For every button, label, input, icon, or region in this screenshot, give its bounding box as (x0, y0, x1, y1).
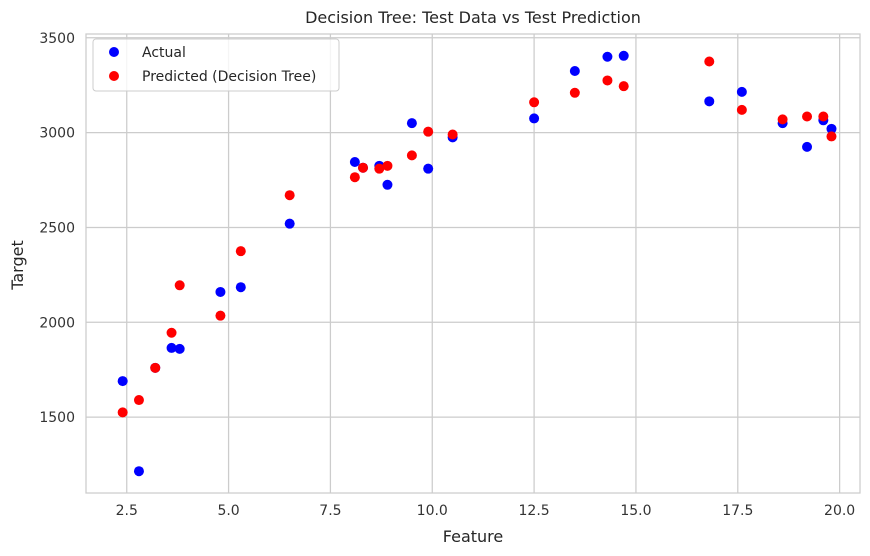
y-tick-label: 1500 (39, 410, 75, 426)
predicted-point (215, 310, 226, 321)
predicted-point (166, 327, 177, 338)
x-tick-label: 10.0 (417, 503, 448, 519)
grid (86, 34, 860, 493)
predicted-point (117, 407, 128, 418)
actual-point (826, 123, 837, 134)
predicted-point (150, 362, 161, 373)
actual-point (569, 65, 580, 76)
predicted-point (704, 56, 715, 67)
actual-point (174, 343, 185, 354)
x-tick-label: 17.5 (722, 503, 753, 519)
legend-box (92, 38, 340, 92)
y-axis-label: Target (8, 240, 27, 291)
legend-label-predicted: Predicted (Decision Tree) (142, 69, 316, 85)
predicted-point (133, 395, 144, 406)
predicted-point (374, 163, 385, 174)
predicted-point (602, 75, 613, 86)
y-tick-label: 3000 (39, 126, 75, 142)
x-tick-label: 15.0 (620, 503, 651, 519)
data-points (117, 50, 837, 477)
predicted-point (447, 129, 458, 140)
x-axis-label: Feature (443, 527, 503, 546)
y-tick-label: 2000 (39, 315, 75, 331)
predicted-point (802, 111, 813, 122)
predicted-point (777, 114, 788, 125)
actual-point (736, 86, 747, 97)
actual-point (382, 179, 393, 190)
legend-marker-predicted (109, 71, 119, 81)
series-predicted (117, 56, 837, 418)
chart-title: Decision Tree: Test Data vs Test Predict… (305, 8, 641, 27)
y-tick-label: 3500 (39, 31, 75, 47)
actual-point (166, 342, 177, 353)
actual-point (529, 113, 540, 124)
actual-point (802, 141, 813, 152)
predicted-point (235, 246, 246, 257)
x-tick-label: 7.5 (319, 503, 341, 519)
legend: Actual Predicted (Decision Tree) (92, 38, 340, 92)
actual-point (215, 286, 226, 297)
plot-area-frame (85, 33, 861, 494)
predicted-point (818, 111, 829, 122)
actual-point (349, 157, 360, 168)
actual-point (602, 51, 613, 62)
actual-point (618, 50, 629, 61)
predicted-point (406, 150, 417, 161)
actual-point (704, 96, 715, 107)
predicted-point (382, 160, 393, 171)
actual-point (406, 118, 417, 129)
actual-point (133, 466, 144, 477)
predicted-point (826, 131, 837, 142)
actual-point (235, 282, 246, 293)
actual-point (117, 376, 128, 387)
predicted-point (349, 172, 360, 183)
predicted-point (618, 81, 629, 92)
actual-point (284, 218, 295, 229)
predicted-point (423, 126, 434, 137)
predicted-point (569, 87, 580, 98)
legend-marker-actual (109, 47, 119, 57)
predicted-point (529, 97, 540, 108)
predicted-point (284, 190, 295, 201)
predicted-point (174, 280, 185, 291)
legend-label-actual: Actual (142, 45, 186, 61)
x-tick-label: 12.5 (519, 503, 550, 519)
x-tick-label: 2.5 (116, 503, 138, 519)
actual-point (423, 163, 434, 174)
predicted-point (358, 162, 369, 173)
tick-labels: 2.5 5.0 7.5 10.0 12.5 15.0 17.5 20.0 1500 2000 250… (39, 31, 855, 519)
y-tick-label: 2500 (39, 220, 75, 236)
x-tick-label: 20.0 (824, 503, 855, 519)
x-tick-label: 5.0 (217, 503, 239, 519)
predicted-point (736, 104, 747, 115)
